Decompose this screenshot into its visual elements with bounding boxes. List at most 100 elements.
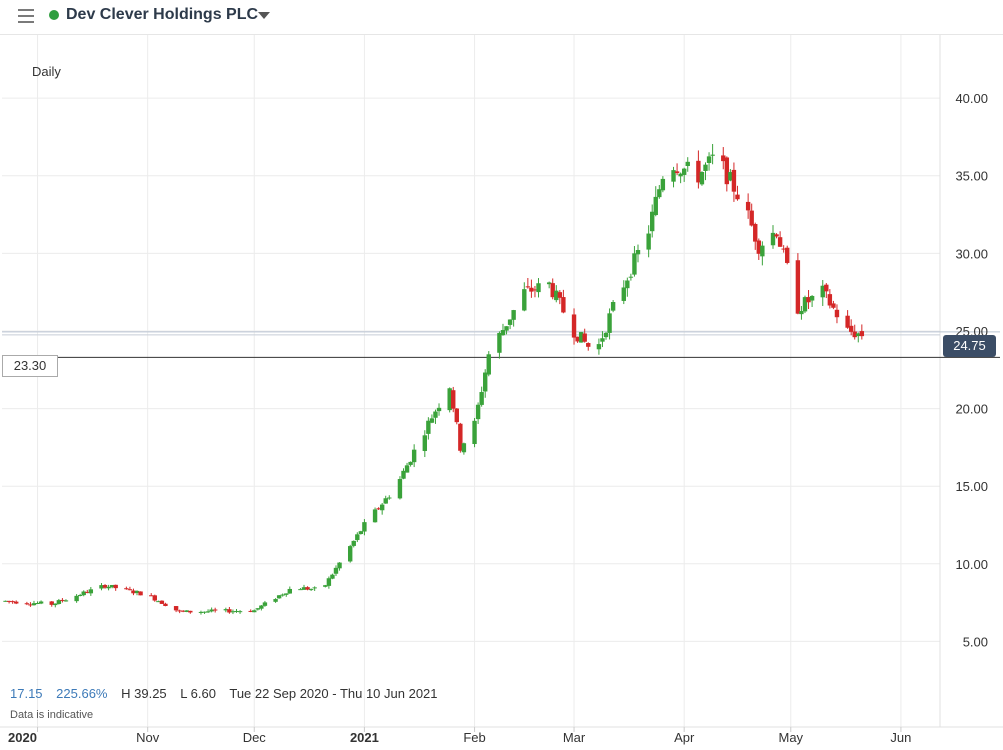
candle-body xyxy=(372,509,378,523)
candle-body xyxy=(454,408,459,423)
candle-body xyxy=(81,591,86,596)
candle-body xyxy=(781,248,786,250)
candle xyxy=(14,600,19,605)
candle xyxy=(3,600,8,602)
candle xyxy=(53,603,58,608)
candle xyxy=(554,285,559,303)
candle xyxy=(184,610,189,613)
candle xyxy=(831,300,836,310)
candle-body xyxy=(433,411,438,418)
candle xyxy=(561,289,566,314)
x-tick-label: 2020 xyxy=(8,730,37,745)
candle-body xyxy=(561,297,566,313)
candle xyxy=(859,324,865,340)
reference-price-label[interactable]: 23.30 xyxy=(2,355,58,377)
candle xyxy=(177,609,182,614)
instrument-title[interactable]: Dev Clever Holdings PLC xyxy=(66,6,259,23)
candle-body xyxy=(731,169,737,192)
candle-body xyxy=(575,336,580,342)
candle-body xyxy=(447,388,452,411)
candle xyxy=(404,462,410,473)
candle xyxy=(497,331,502,359)
candle-body xyxy=(99,585,104,589)
candle xyxy=(134,590,140,596)
candle-body xyxy=(404,465,410,473)
candle xyxy=(49,601,54,607)
candle xyxy=(706,152,712,171)
candle xyxy=(152,594,157,602)
candle-body xyxy=(379,504,385,511)
timeframe-label[interactable]: Daily xyxy=(32,64,61,79)
candle-body xyxy=(330,574,335,579)
candle-body xyxy=(106,586,111,589)
candle xyxy=(657,185,662,199)
candle-body xyxy=(610,302,616,311)
candle xyxy=(550,278,555,300)
candle-body xyxy=(77,595,83,597)
candle-body xyxy=(152,595,157,601)
candle-body xyxy=(525,286,531,288)
price-chart[interactable]: 5.0010.0015.0020.0025.0030.0035.0040.00 … xyxy=(0,35,1003,750)
candle xyxy=(710,143,715,165)
candle xyxy=(106,584,111,591)
candle xyxy=(362,519,367,536)
candle-body xyxy=(451,390,456,409)
candle-body xyxy=(127,589,133,591)
candle-body xyxy=(745,201,751,211)
candle-body xyxy=(735,194,740,200)
candle-body xyxy=(6,600,12,602)
candle xyxy=(848,319,854,336)
candle-body xyxy=(237,611,243,613)
candle-body xyxy=(149,595,154,597)
x-tick-label: May xyxy=(778,730,803,745)
candle-body xyxy=(134,590,140,594)
candle-body xyxy=(660,178,666,191)
candle-body xyxy=(10,601,15,603)
candle xyxy=(582,328,587,343)
x-tick-label: Apr xyxy=(674,730,695,745)
candle xyxy=(156,600,161,603)
candle xyxy=(81,590,86,597)
candle-body xyxy=(163,603,168,607)
candle-body xyxy=(230,611,236,613)
candle-body xyxy=(401,470,406,479)
candle-body xyxy=(212,609,218,611)
candle xyxy=(522,282,527,312)
candle-body xyxy=(24,603,30,605)
candle-body xyxy=(671,170,676,182)
candle xyxy=(376,507,381,510)
candle xyxy=(681,167,687,182)
candle xyxy=(461,442,467,455)
candle-body xyxy=(479,392,484,405)
chart-header: Dev Clever Holdings PLC xyxy=(0,0,1003,35)
candle-body xyxy=(728,172,733,181)
hamburger-menu-icon[interactable] xyxy=(18,9,34,23)
candle xyxy=(305,586,310,591)
candle-body xyxy=(38,601,44,604)
candle xyxy=(323,584,328,588)
candle-body xyxy=(205,611,211,613)
candle xyxy=(99,583,104,591)
candle xyxy=(308,588,314,591)
candle-body xyxy=(198,611,204,613)
candle-body xyxy=(536,283,541,293)
candle xyxy=(88,586,94,596)
candle xyxy=(262,600,268,607)
candle xyxy=(383,495,388,504)
candle-body xyxy=(49,601,54,605)
candle-body xyxy=(422,435,428,452)
candle xyxy=(230,609,236,615)
candle-body xyxy=(500,330,506,336)
candle-body xyxy=(824,284,829,292)
candle xyxy=(845,310,850,329)
candle-body xyxy=(749,210,754,226)
candle-body xyxy=(550,283,555,298)
caret-down-icon[interactable] xyxy=(258,12,270,19)
candle xyxy=(721,147,726,170)
candle-body xyxy=(383,498,388,504)
candle xyxy=(447,387,452,413)
candle-body xyxy=(436,407,442,412)
candle xyxy=(163,602,168,607)
candle-body xyxy=(358,531,364,535)
candle xyxy=(529,279,534,298)
